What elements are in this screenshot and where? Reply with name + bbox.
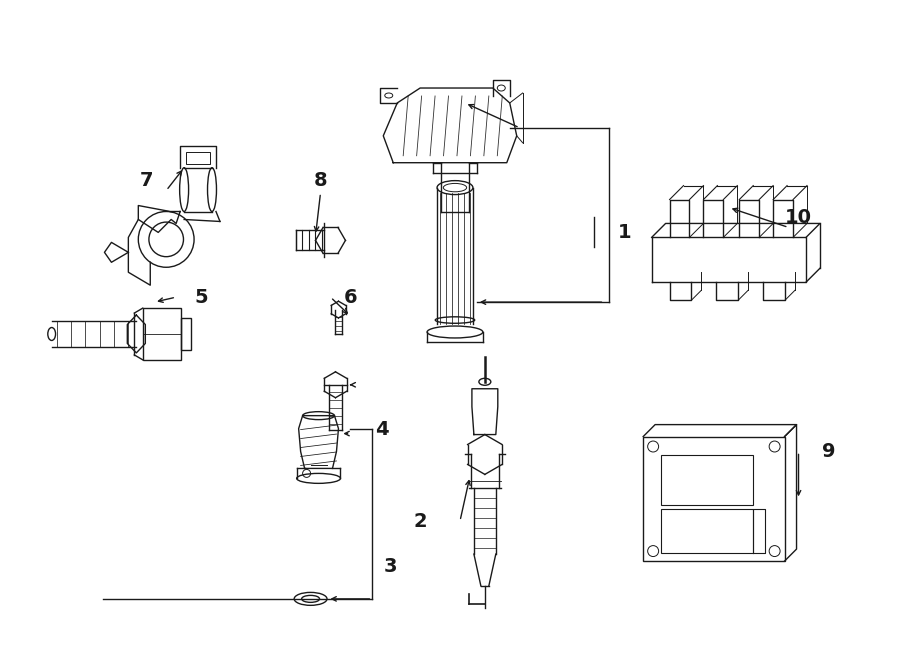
Text: 7: 7 bbox=[140, 171, 153, 190]
Bar bbox=[143, 308, 181, 360]
Text: 6: 6 bbox=[344, 288, 357, 307]
Bar bbox=[662, 455, 753, 505]
Text: 2: 2 bbox=[413, 512, 427, 531]
Bar bbox=[186, 152, 210, 164]
Text: 1: 1 bbox=[617, 223, 631, 242]
Bar bbox=[644, 436, 785, 561]
Text: 9: 9 bbox=[822, 442, 835, 461]
Text: 3: 3 bbox=[383, 557, 397, 575]
Bar bbox=[181, 318, 191, 350]
Text: 10: 10 bbox=[785, 208, 812, 227]
Text: 4: 4 bbox=[375, 420, 389, 439]
Text: 8: 8 bbox=[314, 171, 328, 190]
Text: 5: 5 bbox=[194, 288, 208, 307]
Bar bbox=[662, 510, 753, 553]
